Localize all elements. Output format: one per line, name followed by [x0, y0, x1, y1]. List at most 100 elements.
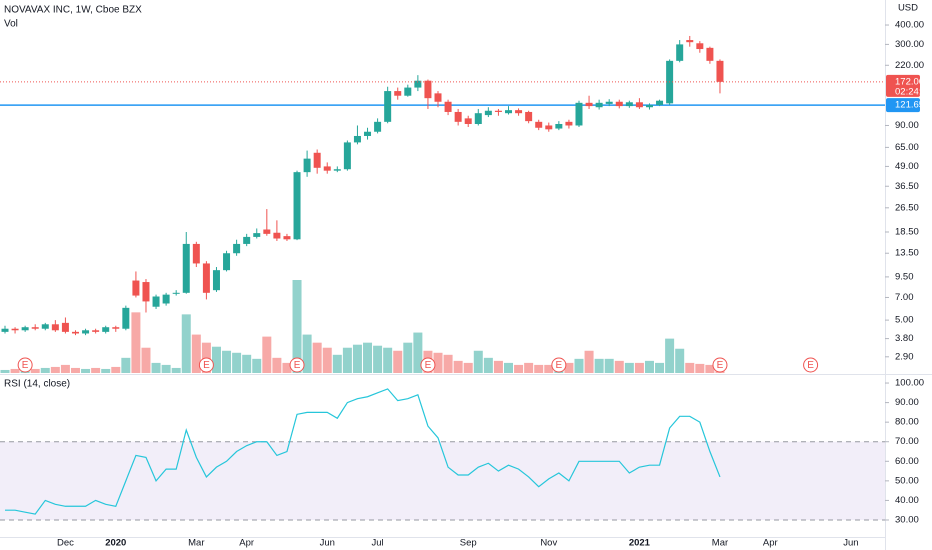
rsi-tick-label: 80.00 — [895, 417, 919, 428]
y-tick-label: 220.00 — [895, 60, 924, 71]
volume-bar — [171, 367, 181, 373]
volume-bar — [322, 347, 332, 373]
volume-bar — [705, 364, 715, 373]
earnings-label: E — [717, 360, 724, 371]
volume-bar — [302, 334, 312, 373]
rsi-tick-label: 40.00 — [895, 495, 919, 506]
rsi-tick-label: 50.00 — [895, 475, 919, 486]
volume-bar — [352, 344, 362, 373]
price-tag — [886, 98, 920, 113]
volume-bar — [70, 367, 80, 373]
y-tick-label: 36.50 — [895, 181, 919, 192]
rsi-tick-label: 30.00 — [895, 514, 919, 525]
volume-bar — [453, 360, 463, 373]
candle-body — [243, 236, 251, 244]
y-tick-label: 300.00 — [895, 39, 924, 50]
candle-body — [374, 121, 382, 132]
volume-bar — [675, 348, 685, 373]
candle-body — [253, 233, 261, 237]
last-price-label: 172.06 — [895, 76, 924, 87]
candle-body — [615, 101, 623, 107]
volume-bar — [131, 312, 141, 373]
volume-bar — [614, 360, 624, 373]
volume-bar — [141, 347, 151, 373]
volume-bar — [665, 338, 675, 373]
volume-label: Vol — [4, 19, 18, 30]
volume-bar — [403, 342, 413, 373]
candle-body — [313, 152, 321, 168]
volume-bar — [332, 354, 342, 373]
volume-bar — [312, 342, 322, 373]
volume-bar — [393, 350, 403, 373]
price-tag-label: 121.65 — [895, 100, 924, 111]
volume-bar — [413, 332, 423, 373]
x-tick-label: Mar — [712, 538, 728, 549]
candle-body — [71, 331, 79, 334]
volume-bar — [493, 360, 503, 373]
earnings-label: E — [22, 360, 29, 371]
volume-bar — [101, 368, 111, 373]
rsi-tick-label: 100.00 — [895, 378, 924, 389]
volume-bar — [81, 368, 91, 373]
x-tick-label: Jun — [320, 538, 335, 549]
candle-body — [343, 142, 351, 170]
volume-bar — [30, 368, 40, 373]
candle-body — [1, 328, 9, 332]
candle-body — [464, 118, 472, 124]
candle-body — [212, 270, 220, 291]
volume-bar — [151, 362, 161, 373]
rsi-band — [0, 441, 885, 520]
candle-body — [142, 282, 150, 302]
volume-bar — [473, 350, 483, 373]
candle-body — [565, 121, 573, 126]
volume-bar — [342, 347, 352, 373]
y-tick-label: 3.80 — [895, 333, 914, 344]
candle-body — [303, 158, 311, 173]
volume-bar — [564, 362, 574, 373]
candle-body — [364, 131, 372, 136]
candle-body — [353, 135, 361, 143]
volume-bar — [695, 363, 705, 373]
x-tick-label: Apr — [763, 538, 778, 549]
candle-body — [132, 280, 140, 296]
candle-body — [41, 324, 49, 329]
volume-bar — [483, 357, 493, 373]
y-tick-label: 26.50 — [895, 202, 919, 213]
volume-bar — [504, 362, 513, 373]
volume-bar — [685, 362, 695, 373]
y-tick-label: 400.00 — [895, 20, 924, 31]
earnings-marker — [289, 357, 305, 373]
volume-bar — [292, 280, 302, 373]
candle-body — [595, 102, 603, 108]
candle-body — [605, 101, 613, 104]
x-tick-label: 2020 — [105, 538, 126, 549]
volume-bar — [594, 358, 604, 373]
x-tick-label: Apr — [239, 538, 254, 549]
candle-body — [505, 110, 512, 114]
volume-bar — [655, 362, 665, 373]
volume-bar — [463, 362, 473, 373]
volume-bar — [161, 364, 171, 373]
earnings-label: E — [425, 360, 432, 371]
candle-body — [92, 330, 100, 332]
volume-bar — [282, 362, 292, 373]
volume-bar — [50, 366, 60, 373]
candle-body — [645, 104, 653, 108]
chart-title: NOVAVAX INC, 1W, Cboe BZX — [4, 5, 142, 16]
earnings-marker — [198, 357, 214, 373]
candle-body — [202, 263, 210, 293]
volume-bar — [60, 364, 70, 373]
volume-bar — [181, 314, 191, 373]
volume-bar — [534, 364, 544, 373]
candle-body — [444, 101, 452, 112]
earnings-marker — [551, 357, 567, 373]
candle-body — [676, 44, 684, 61]
x-tick-label: Mar — [188, 538, 204, 549]
y-tick-label: 7.00 — [895, 292, 914, 303]
candle-body — [162, 294, 170, 304]
candle-body — [102, 327, 110, 332]
x-tick-label: Jul — [372, 538, 384, 549]
volume-bar — [272, 357, 282, 373]
x-tick-label: Jun — [843, 538, 858, 549]
